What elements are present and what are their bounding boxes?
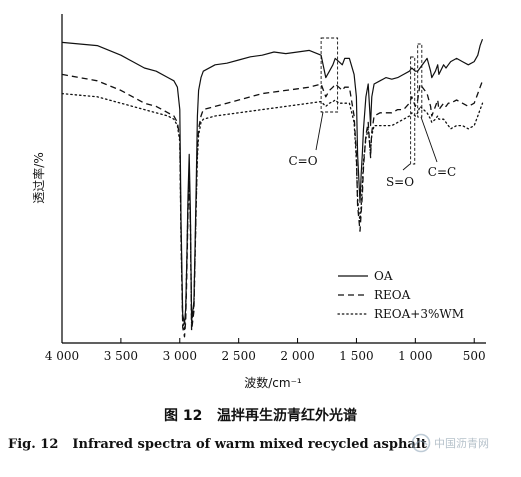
series-line-0	[61, 38, 484, 325]
y-axis-title: 透过率/%	[31, 152, 46, 203]
legend: OA REOA REOA+3%WM	[337, 269, 464, 321]
x-tick-label: 1 500	[339, 349, 373, 363]
annotation-box	[320, 37, 339, 113]
caption-en-title: Infrared spectra of warm mixed recycled …	[72, 437, 427, 452]
annotation-box	[410, 56, 416, 165]
series-layer	[61, 38, 484, 338]
annotation-label: C=C	[428, 165, 456, 179]
series-line-1	[61, 73, 484, 338]
legend-label: REOA	[374, 288, 411, 302]
caption-cn-title: 温拌再生沥青红外光谱	[216, 408, 357, 424]
x-axis-title: 波数/cm⁻¹	[244, 375, 302, 390]
x-tick-label: 4 000	[45, 349, 79, 363]
annotation-label: S=O	[386, 175, 414, 189]
x-tick-label: 2 500	[221, 349, 255, 363]
figure-caption-en: Fig. 12 Infrared spectra of warm mixed re…	[8, 437, 441, 452]
x-tick-label: 500	[463, 349, 486, 363]
x-tick-label: 2 000	[280, 349, 314, 363]
caption-en-number: Fig. 12	[8, 437, 59, 452]
annotation-layer: C=O S=O C=C	[288, 37, 456, 189]
annotation-leader	[402, 163, 411, 171]
x-tick-label: 3 000	[163, 349, 197, 363]
annotation-leader	[315, 111, 324, 151]
x-tick-label: 1 000	[398, 349, 432, 363]
watermark-text: 中国沥青网	[434, 437, 489, 450]
asphalt-network-logo-icon	[411, 433, 431, 453]
x-tick-label: 3 500	[104, 349, 138, 363]
figure-caption-cn: 图 12 温拌再生沥青红外光谱	[0, 405, 521, 425]
legend-label: OA	[374, 269, 393, 283]
annotation-label: C=O	[288, 154, 317, 168]
legend-label: REOA+3%WM	[374, 307, 464, 321]
plot-frame	[61, 14, 486, 344]
annotation-leader	[420, 116, 438, 163]
series-line-2	[61, 92, 484, 332]
x-ticks: 4 000 3 500 3 000 2 500 2 000 1 500 1 000 500	[45, 338, 486, 363]
annotation-box	[417, 43, 423, 118]
caption-cn-number: 图 12	[164, 408, 203, 424]
ftir-chart: 4 000 3 500 3 000 2 500 2 000 1 500 1 000 500 C…	[31, 14, 486, 390]
watermark: 中国沥青网	[411, 432, 519, 454]
